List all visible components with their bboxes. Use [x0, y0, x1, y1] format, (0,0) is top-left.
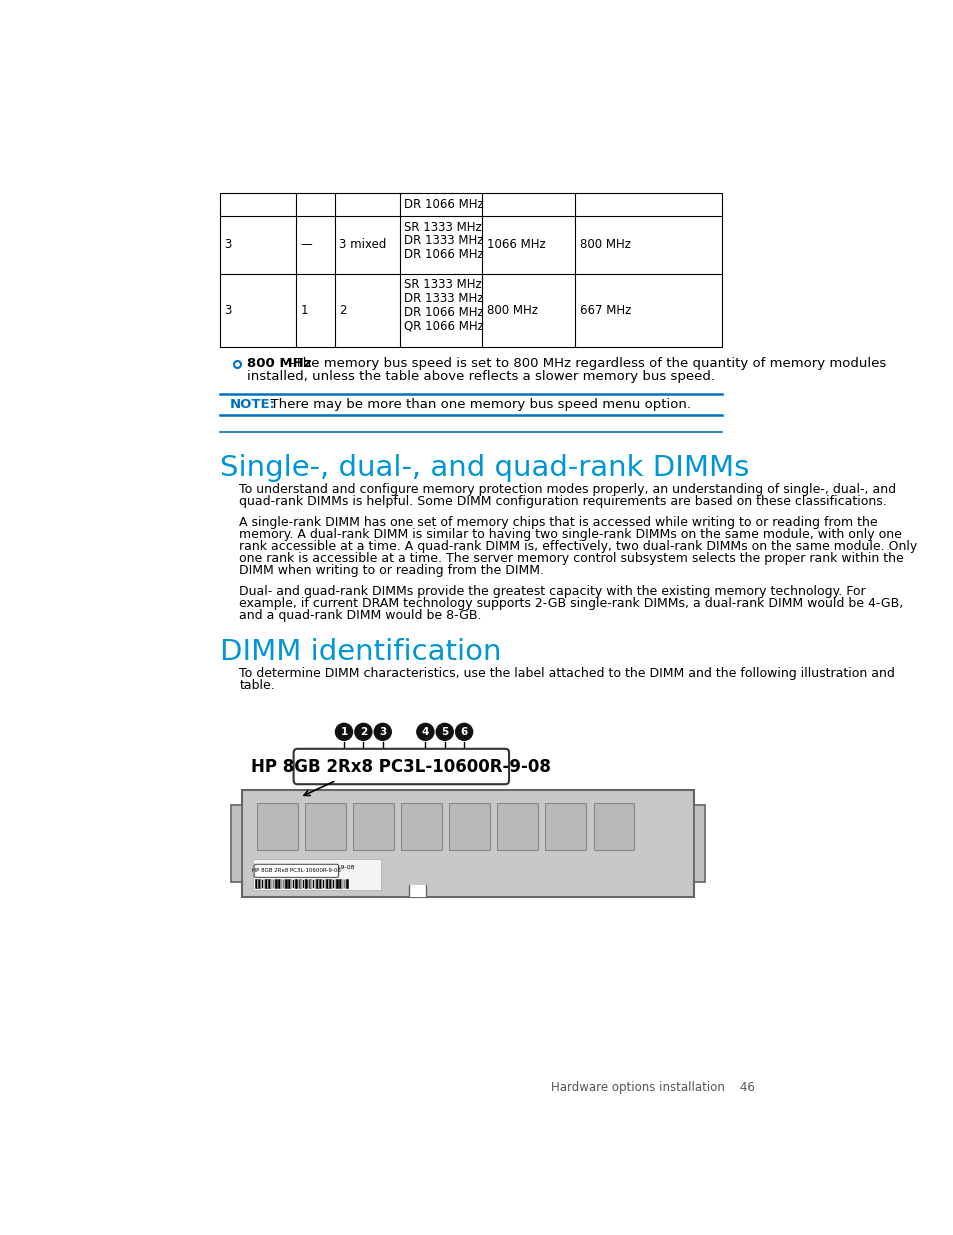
FancyBboxPatch shape: [253, 864, 338, 877]
Text: DR 1066 MHz: DR 1066 MHz: [404, 198, 484, 211]
Text: and a quad-rank DIMM would be 8-GB.: and a quad-rank DIMM would be 8-GB.: [239, 609, 481, 622]
Text: 800 MHz: 800 MHz: [486, 304, 537, 317]
Text: Hardware options installation    46: Hardware options installation 46: [550, 1081, 754, 1094]
Bar: [545, 804, 585, 850]
Text: To determine DIMM characteristics, use the label attached to the DIMM and the fo: To determine DIMM characteristics, use t…: [239, 667, 894, 680]
Text: 1: 1: [340, 727, 347, 737]
Text: –The memory bus speed is set to 800 MHz regardless of the quantity of memory mod: –The memory bus speed is set to 800 MHz …: [288, 357, 885, 370]
Text: DR 1333 MHz: DR 1333 MHz: [404, 293, 483, 305]
Text: NOTE:: NOTE:: [229, 398, 275, 411]
Circle shape: [416, 724, 434, 740]
Text: To understand and configure memory protection modes properly, an understanding o: To understand and configure memory prote…: [239, 483, 896, 496]
Bar: [401, 804, 441, 850]
Text: 3: 3: [378, 727, 386, 737]
Bar: [593, 804, 633, 850]
Text: 800 MHz: 800 MHz: [579, 238, 630, 252]
Text: HP8GB 2Rx8 PC3L-10600R-9-08: HP8GB 2Rx8 PC3L-10600R-9-08: [256, 864, 355, 871]
Text: 4: 4: [421, 727, 429, 737]
Text: DR 1333 MHz: DR 1333 MHz: [404, 235, 483, 247]
Circle shape: [436, 724, 453, 740]
Text: one rank is accessible at a time. The server memory control subsystem selects th: one rank is accessible at a time. The se…: [239, 552, 903, 566]
Bar: [353, 804, 394, 850]
Text: 3 mixed: 3 mixed: [339, 238, 386, 252]
Bar: [257, 804, 297, 850]
Text: 2: 2: [339, 304, 347, 317]
Text: Dual- and quad-rank DIMMs provide the greatest capacity with the existing memory: Dual- and quad-rank DIMMs provide the gr…: [239, 585, 865, 598]
Text: QR 1066 MHz: QR 1066 MHz: [404, 320, 484, 333]
Bar: [220, 193, 721, 347]
Text: DR 1066 MHz: DR 1066 MHz: [404, 306, 484, 319]
Text: There may be more than one memory bus speed menu option.: There may be more than one memory bus sp…: [261, 398, 690, 411]
Bar: [409, 885, 426, 898]
Text: quad-rank DIMMs is helpful. Some DIMM configuration requirements are based on th: quad-rank DIMMs is helpful. Some DIMM co…: [239, 495, 886, 508]
Circle shape: [456, 724, 472, 740]
Text: 800 MHz: 800 MHz: [247, 357, 312, 370]
Text: installed, unless the table above reflects a slower memory bus speed.: installed, unless the table above reflec…: [247, 370, 715, 383]
Text: rank accessible at a time. A quad-rank DIMM is, effectively, two dual-rank DIMMs: rank accessible at a time. A quad-rank D…: [239, 540, 917, 553]
Text: SR 1333 MHz: SR 1333 MHz: [404, 278, 481, 291]
Text: 1066 MHz: 1066 MHz: [486, 238, 545, 252]
Bar: [231, 805, 241, 882]
Bar: [241, 789, 694, 898]
Text: 3: 3: [224, 238, 232, 252]
FancyBboxPatch shape: [294, 748, 509, 784]
Text: 5: 5: [440, 727, 448, 737]
Text: Single-, dual-, and quad-rank DIMMs: Single-, dual-, and quad-rank DIMMs: [220, 454, 749, 482]
Text: 2: 2: [359, 727, 367, 737]
Circle shape: [335, 724, 353, 740]
Text: HP 8GB 2Rx8 PC3L-10600R-9-08: HP 8GB 2Rx8 PC3L-10600R-9-08: [252, 868, 340, 873]
Text: table.: table.: [239, 679, 274, 692]
Bar: [253, 858, 381, 889]
Text: —: —: [300, 238, 312, 252]
Text: SR 1333 MHz: SR 1333 MHz: [404, 221, 481, 233]
Text: 6: 6: [460, 727, 467, 737]
Text: 3: 3: [224, 304, 232, 317]
Text: A single-rank DIMM has one set of memory chips that is accessed while writing to: A single-rank DIMM has one set of memory…: [239, 516, 877, 530]
Text: HP 8GB 2Rx8 PC3L-10600R-9-08: HP 8GB 2Rx8 PC3L-10600R-9-08: [252, 757, 551, 776]
Circle shape: [374, 724, 391, 740]
Text: 667 MHz: 667 MHz: [579, 304, 630, 317]
Circle shape: [355, 724, 372, 740]
Text: DR 1066 MHz: DR 1066 MHz: [404, 248, 484, 262]
Text: DIMM when writing to or reading from the DIMM.: DIMM when writing to or reading from the…: [239, 564, 544, 577]
Text: example, if current DRAM technology supports 2-GB single-rank DIMMs, a dual-rank: example, if current DRAM technology supp…: [239, 597, 902, 610]
Text: DIMM identification: DIMM identification: [220, 638, 501, 666]
Bar: [497, 804, 537, 850]
Bar: [694, 805, 704, 882]
Bar: [305, 804, 345, 850]
Text: 1: 1: [300, 304, 308, 317]
Text: memory. A dual-rank DIMM is similar to having two single-rank DIMMs on the same : memory. A dual-rank DIMM is similar to h…: [239, 529, 902, 541]
Bar: [449, 804, 489, 850]
